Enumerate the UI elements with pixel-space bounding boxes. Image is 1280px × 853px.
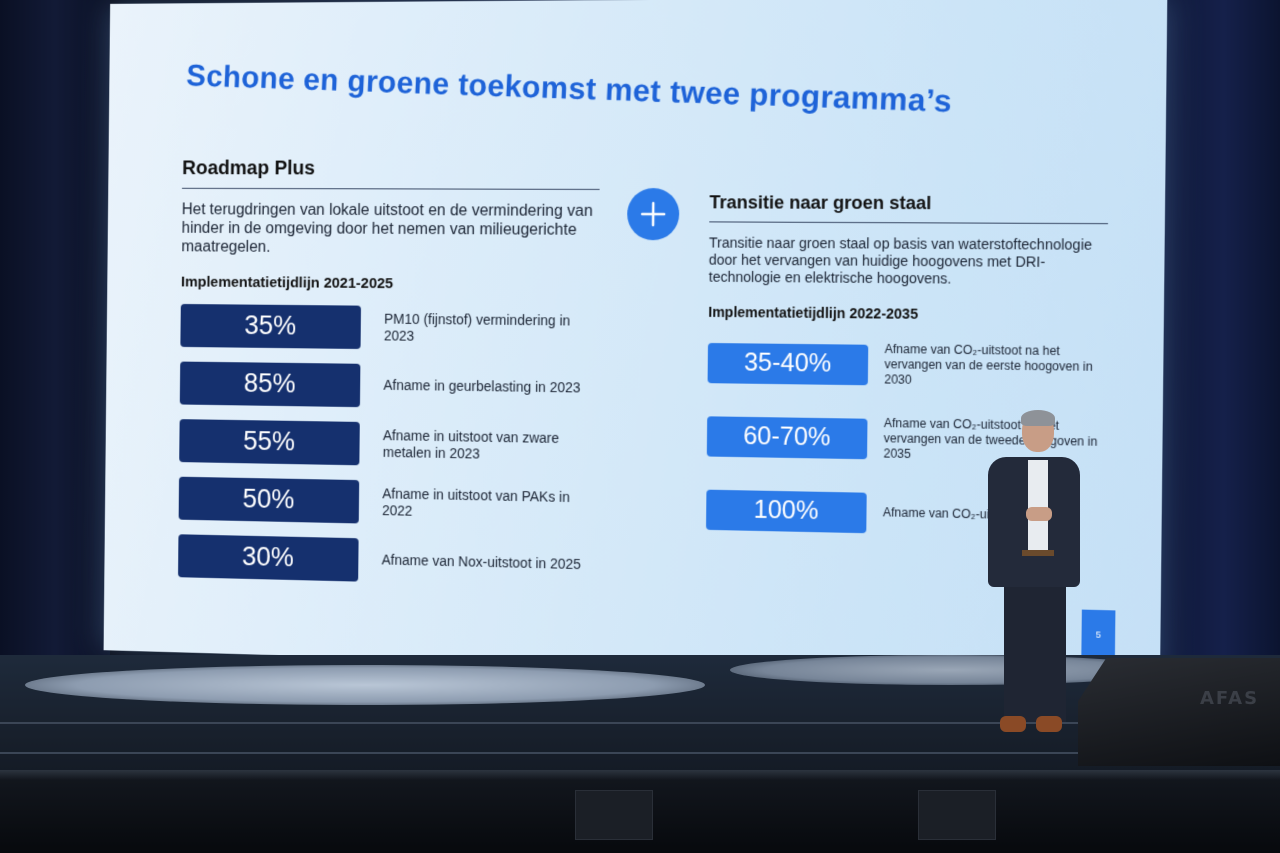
speaker-hair [1021, 410, 1055, 426]
stat-value: 60-70% [706, 415, 868, 459]
stage-monitor-speaker [1078, 658, 1280, 766]
speaker-person [978, 410, 1082, 737]
stat-label: Afname van Nox-uitstoot in 2025 [381, 551, 582, 573]
slide-title: Schone en groene toekomst met twee progr… [185, 57, 953, 119]
stat-row: 50% Afname in uitstoot van PAKs in 2022 [178, 469, 607, 536]
floor-seam [0, 752, 1280, 754]
speaker-shoe [1036, 716, 1062, 732]
speaker-belt [1022, 550, 1054, 556]
stat-value: 30% [178, 533, 359, 582]
stat-value: 35% [180, 303, 362, 349]
stat-label: Afname in uitstoot van PAKs in 2022 [382, 484, 570, 519]
stat-row: 30% Afname van Nox-uitstoot in 2025 [178, 526, 606, 594]
roadmap-plus-column: Roadmap Plus Het terugdringen van lokale… [178, 157, 610, 595]
speaker-shoe [1000, 716, 1026, 732]
monitor-brand-label: AFAS [1200, 688, 1260, 709]
spotlight-left [25, 665, 705, 705]
left-curtain [0, 0, 110, 673]
stat-label: Afname in uitstoot van zware metalen in … [382, 426, 560, 462]
page-number: 5 [1081, 609, 1116, 660]
stat-value: 35-40% [707, 342, 869, 385]
right-description: Transitie naar groen staal op basis van … [708, 234, 1093, 287]
stage-vent [918, 790, 996, 840]
stat-value: 55% [179, 418, 360, 465]
left-heading: Roadmap Plus [181, 157, 600, 190]
stat-row: 35% PM10 (fijnstof) vermindering in 2023 [180, 296, 608, 359]
left-description: Het terugdringen van lokale uitstoot en … [181, 201, 593, 256]
stat-value: 100% [706, 489, 867, 533]
stat-label: Afname in geurbelasting in 2023 [383, 376, 581, 396]
stat-label: Afname van CO₂-uitstoot na het vervangen… [884, 341, 1093, 387]
stat-value: 50% [178, 476, 360, 523]
left-timeline-heading: Implementatietijdlijn 2021-2025 [180, 273, 394, 293]
floor-seam [0, 722, 1280, 724]
speaker-shirt [1028, 460, 1048, 550]
right-heading: Transitie naar groen staal [709, 192, 1109, 225]
stat-label: PM10 (fijnstof) vermindering in 2023 [383, 310, 571, 344]
right-timeline-heading: Implementatietijdlijn 2022-2035 [708, 303, 919, 322]
stage-vent [575, 790, 653, 840]
left-stat-list: 35% PM10 (fijnstof) vermindering in 2023… [178, 296, 608, 594]
stat-row: 85% Afname in geurbelasting in 2023 [179, 354, 608, 418]
plus-icon [626, 188, 680, 241]
speaker-hands [1026, 507, 1052, 521]
stat-row: 55% Afname in uitstoot van zware metalen… [179, 411, 607, 476]
stat-row: 35-40% Afname van CO₂-uitstoot na het ve… [707, 326, 1109, 405]
stat-value: 85% [179, 361, 361, 407]
